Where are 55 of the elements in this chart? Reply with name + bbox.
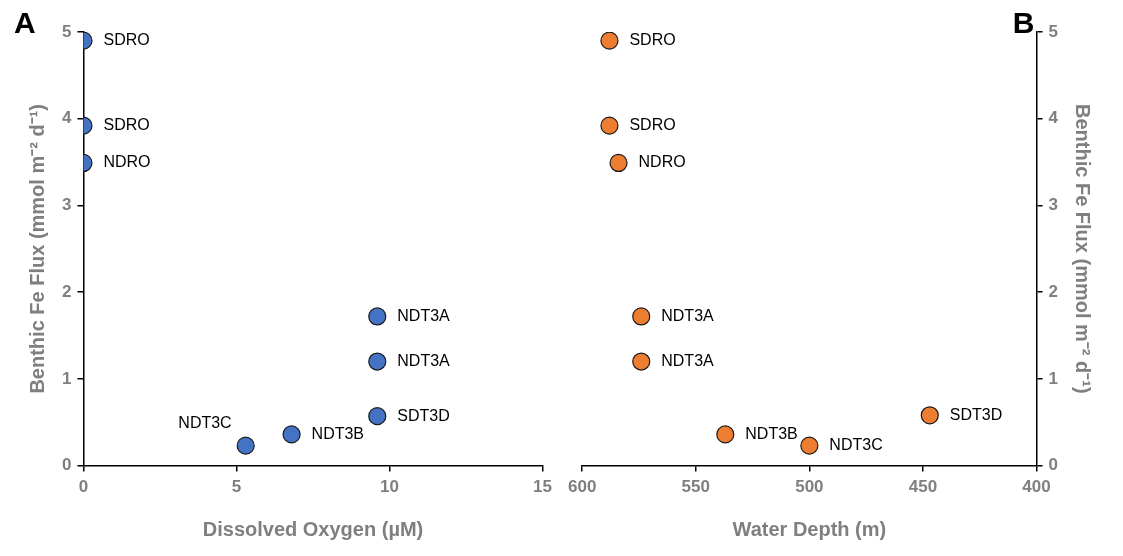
annotation: SDRO xyxy=(629,31,676,49)
y-tick-label: 3 xyxy=(61,195,72,215)
point xyxy=(609,153,628,173)
x-axis-title: Water Depth (m) xyxy=(732,517,887,540)
annotation: SDRO xyxy=(103,116,150,134)
y-tick-label: 4 xyxy=(61,108,72,128)
annotation: NDRO xyxy=(103,153,151,171)
x-tick-label: 500 xyxy=(795,477,824,497)
annotation: NDT3C xyxy=(178,414,232,432)
y-tick-label: 1 xyxy=(61,368,72,388)
y2-tick-label: 0 xyxy=(1048,455,1059,475)
y2-tick-label: 3 xyxy=(1048,195,1059,215)
annotation: SDT3D xyxy=(397,406,450,424)
y-tick-label: 2 xyxy=(61,281,72,301)
point xyxy=(368,307,387,326)
point xyxy=(368,407,387,426)
x-tick-label: 15 xyxy=(533,477,553,497)
point xyxy=(920,406,939,425)
annotation: NDT3A xyxy=(397,306,451,324)
x-tick-label: 450 xyxy=(908,477,938,497)
x-tick-label: 600 xyxy=(567,477,597,497)
annotation: NDT3A xyxy=(661,351,715,369)
y2-axis-title: Benthic Fe Flux (mmol m⁻² d⁻¹) xyxy=(1072,104,1095,394)
annotation: SDRO xyxy=(629,116,676,134)
point xyxy=(800,436,819,455)
annotation: NDT3A xyxy=(397,351,451,369)
x-tick-label: 5 xyxy=(231,477,242,497)
y2-tick-label: 5 xyxy=(1048,21,1059,41)
annotation: SDT3D xyxy=(949,405,1003,423)
y2-tick-label: 1 xyxy=(1048,368,1059,388)
chart-title: A xyxy=(14,6,36,40)
point xyxy=(716,425,735,444)
x-tick-label: 400 xyxy=(1022,477,1051,497)
y2-tick-label: 2 xyxy=(1048,281,1059,301)
point xyxy=(368,352,387,371)
point xyxy=(632,307,651,326)
annotation: NDT3B xyxy=(311,424,365,442)
point xyxy=(600,32,619,50)
x-axis-title: Dissolved Oxygen (µM) xyxy=(202,517,424,540)
annotation: SDRO xyxy=(103,31,150,49)
point xyxy=(282,425,301,444)
x-tick-label: 0 xyxy=(78,477,89,497)
annotation: NDT3A xyxy=(661,306,715,324)
point xyxy=(600,116,619,135)
annotation: NDRO xyxy=(638,153,686,171)
y-tick-label: 0 xyxy=(61,455,72,475)
x-tick-label: 10 xyxy=(380,477,399,497)
y-tick-label: 5 xyxy=(61,21,72,41)
y2-tick-label: 4 xyxy=(1048,108,1059,128)
x-tick-label: 550 xyxy=(681,477,710,497)
annotation: NDT3B xyxy=(745,424,798,442)
chart-title: B xyxy=(1012,6,1035,40)
y-axis-title: Benthic Fe Flux (mmol m⁻² d⁻¹) xyxy=(25,104,48,394)
annotation: NDT3C xyxy=(829,436,883,454)
point xyxy=(632,352,651,371)
